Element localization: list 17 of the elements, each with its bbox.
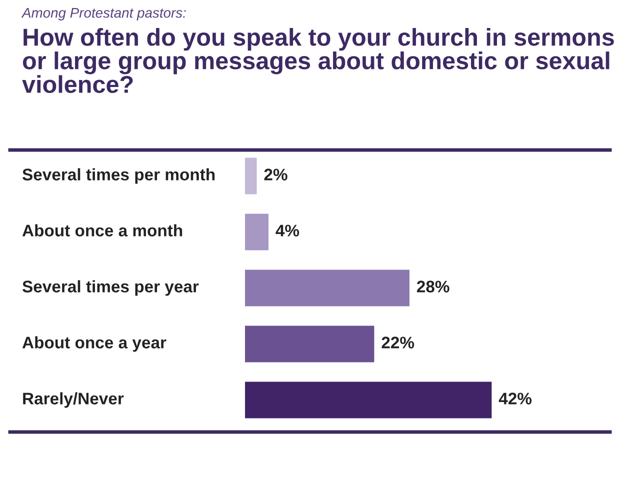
data-label: 22%: [382, 336, 414, 348]
y-tick-label: About once a month: [22, 224, 182, 236]
data-label: 28%: [416, 280, 450, 292]
bar: [245, 382, 492, 418]
bar: [245, 158, 257, 194]
y-tick-label: Several times per month: [22, 168, 215, 184]
y-tick-label: Several times per year: [22, 280, 199, 296]
chart-title: How often do you speak to your church in sermons or large group messages about domestic or sexual violence?: [22, 28, 614, 94]
data-label: 42%: [498, 392, 532, 404]
bar: [245, 214, 268, 250]
text: Among Protestant pastors:: [21, 8, 186, 20]
bar: [245, 270, 410, 306]
data-label: 4%: [276, 224, 300, 236]
data-label: 2%: [264, 168, 288, 180]
y-tick-label: About once a year: [22, 336, 166, 352]
y-tick-label: Rarely/Never: [23, 392, 124, 408]
bar: [245, 326, 374, 362]
